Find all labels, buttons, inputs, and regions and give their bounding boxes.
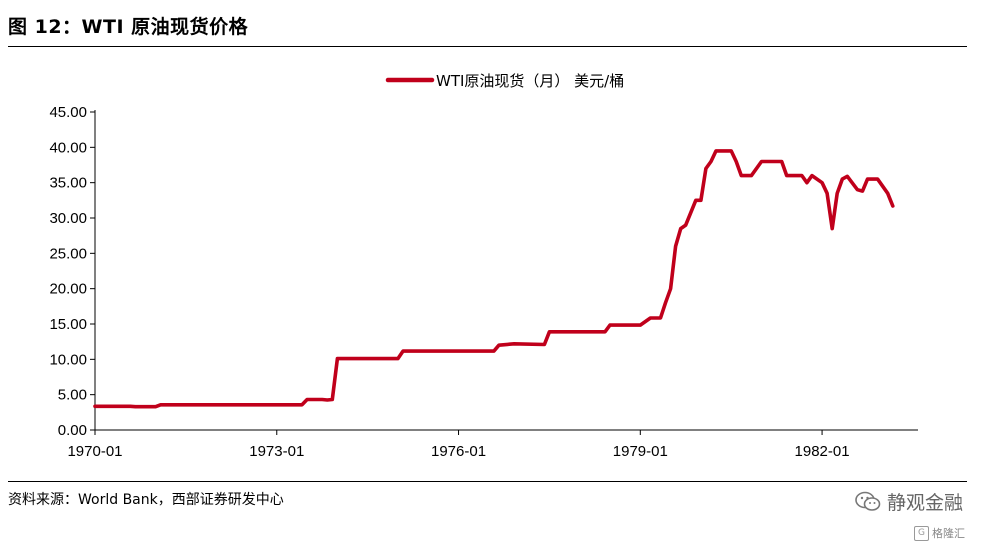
- figure-title: 图 12：WTI 原油现货价格: [8, 16, 249, 38]
- y-tick-label: 20.00: [49, 281, 87, 298]
- y-tick-label: 45.00: [49, 104, 87, 121]
- y-tick-label: 25.00: [49, 245, 87, 262]
- brand-mark: G 格隆汇: [914, 525, 965, 541]
- x-tick-label: 1979-01: [613, 443, 668, 460]
- x-tick-label: 1973-01: [249, 443, 304, 460]
- x-tick-label: 1982-01: [795, 443, 850, 460]
- x-tick-label: 1970-01: [67, 443, 122, 460]
- y-tick-label: 35.00: [49, 175, 87, 192]
- y-tick-label: 0.00: [58, 422, 87, 439]
- g-logo-icon: G: [914, 525, 929, 541]
- legend-label: WTI原油现货（月） 美元/桶: [436, 72, 624, 90]
- watermark: 静观金融: [855, 488, 963, 515]
- series-line: [93, 149, 895, 409]
- wechat-icon: [855, 491, 881, 513]
- y-tick-label: 10.00: [49, 351, 87, 368]
- watermark-text: 静观金融: [886, 492, 963, 514]
- top-rule: [8, 46, 967, 47]
- y-tick-label: 40.00: [49, 139, 87, 156]
- y-tick-label: 5.00: [58, 387, 87, 404]
- y-tick-label: 30.00: [49, 210, 87, 227]
- brand-text: 格隆汇: [932, 527, 965, 540]
- bottom-rule: [8, 481, 967, 482]
- y-tick-label: 15.00: [49, 316, 87, 333]
- source-note: 资料来源：World Bank，西部证券研发中心: [8, 492, 284, 508]
- x-tick-label: 1976-01: [431, 443, 486, 460]
